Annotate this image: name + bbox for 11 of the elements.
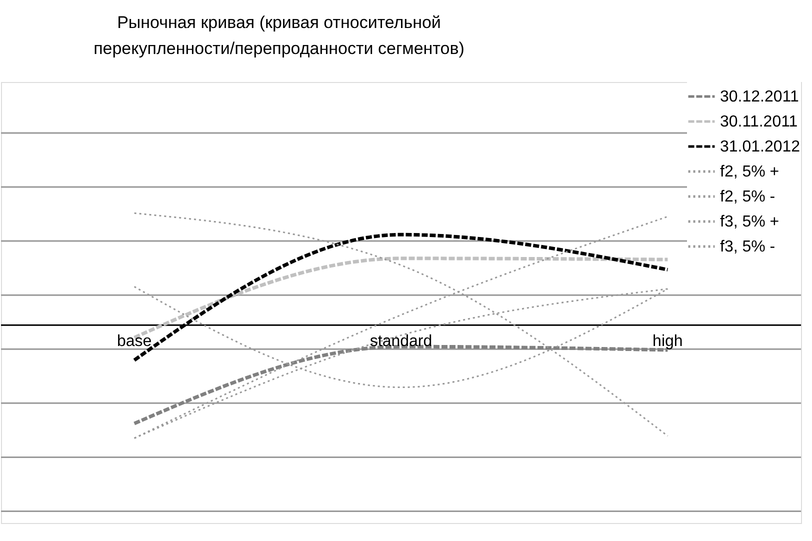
legend-label: f3, 5% + xyxy=(720,214,780,230)
legend-label: f2, 5% + xyxy=(720,164,780,180)
legend-label: 31.01.2012 xyxy=(720,138,800,156)
x-tick-label: high xyxy=(652,333,683,350)
legend-label: f3, 5% - xyxy=(720,238,776,256)
x-tick-label: base xyxy=(116,333,152,350)
legend-label: 30.11.2011 xyxy=(720,114,798,130)
chart-title: Рыночная кривая (кривая относительной перекупленности/перепроданности сегментов) xyxy=(94,13,464,58)
x-tick-label: standard xyxy=(370,333,432,350)
legend-label: 30.12.2011 xyxy=(720,88,799,106)
legend-label: f2, 5% - xyxy=(720,188,776,206)
